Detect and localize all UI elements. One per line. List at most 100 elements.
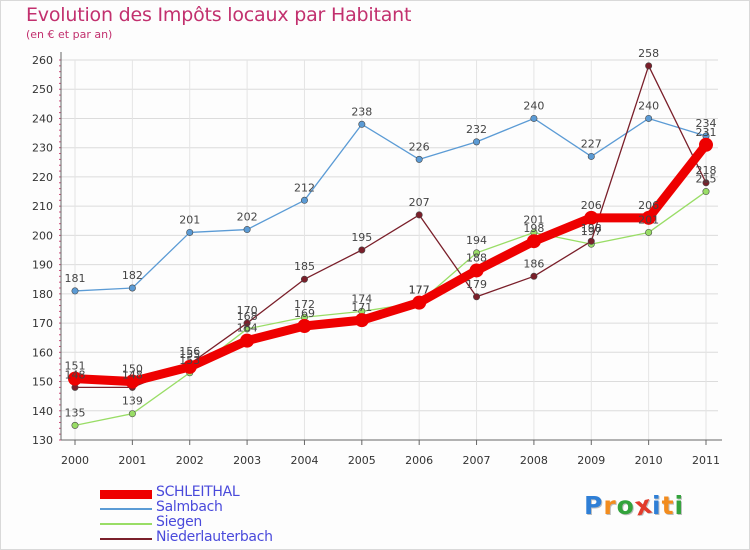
point-salmbach-2004 [300,196,308,204]
data-label-siegen-2011: 215 [696,173,717,186]
point-salmbach-2001 [128,284,136,292]
point-salmbach-2008 [530,114,538,122]
legend-swatch-siegen [100,523,152,525]
data-label-niederlauterbach-2007: 179 [466,278,487,291]
grid-layer [61,59,718,441]
point-niederlauterbach-2008 [530,272,538,280]
data-label-schleithal-2011: 231 [696,126,717,139]
point-schleithal-2009 [584,210,599,225]
point-niederlauterbach-2004 [300,275,308,283]
data-label-siegen-2010: 201 [638,213,659,226]
y-tick-label-250: 250 [32,83,53,96]
point-schleithal-2003 [240,333,255,348]
y-tick-label-170: 170 [32,317,53,330]
x-tick-label-2003: 2003 [233,454,261,467]
logo-letter: P [584,491,604,520]
data-label-schleithal-2000: 151 [65,360,86,373]
data-label-schleithal-2002: 155 [179,348,200,361]
y-tick-label-210: 210 [32,200,53,213]
x-tick-label-2004: 2004 [290,454,318,467]
chart-subtitle: (en € et par an) [26,28,113,41]
data-label-niederlauterbach-2001: 148 [122,368,143,381]
x-tick-label-2009: 2009 [577,454,605,467]
data-label-salmbach-2010: 240 [638,99,659,112]
data-label-schleithal-2007: 188 [466,251,487,264]
legend-label-siegen: Siegen [156,514,202,530]
point-niederlauterbach-2006 [415,211,423,219]
data-label-siegen-2002: 153 [179,354,200,367]
point-schleithal-2002 [182,359,197,374]
point-schleithal-2006 [412,295,427,310]
x-tick-label-2001: 2001 [118,454,146,467]
y-tick-label-230: 230 [32,142,53,155]
x-tick-label-2000: 2000 [61,454,89,467]
data-label-niederlauterbach-2010: 258 [638,47,659,60]
point-salmbach-2002 [186,228,194,236]
data-label-schleithal-2005: 171 [351,301,372,314]
data-label-siegen-2006: 177 [409,284,430,297]
legend-swatch-niederlauterbach [100,538,152,540]
point-siegen-2001 [128,410,136,418]
data-label-salmbach-2003: 202 [237,211,258,224]
point-salmbach-2009 [587,152,595,160]
y-tick-label-160: 160 [32,346,53,359]
data-label-layer: 151 150 155 164 169 171 177 188 198 206 206 231 181 1… [65,47,717,420]
legend-swatch-salmbach [100,508,152,510]
point-niederlauterbach-2005 [358,246,366,254]
x-tick-label-2005: 2005 [348,454,376,467]
proxiti-logo: Proxiti [584,490,685,522]
data-label-siegen-2005: 174 [351,292,372,305]
data-label-salmbach-2008: 240 [523,99,544,112]
point-niederlauterbach-2007 [473,293,481,301]
data-label-schleithal-2008: 198 [523,222,544,235]
point-schleithal-2008 [526,234,541,249]
data-label-niederlauterbach-2006: 207 [409,196,430,209]
data-label-siegen-2008: 201 [523,213,544,226]
point-siegen-2000 [71,421,79,429]
y-tick-label-190: 190 [32,259,53,272]
point-schleithal-2004 [297,319,312,333]
y-tick-label-180: 180 [32,288,53,301]
data-label-salmbach-2004: 212 [294,181,315,194]
data-label-siegen-2001: 139 [122,395,143,408]
point-schleithal-2010 [641,210,656,225]
logo-letter: i [652,491,662,520]
point-salmbach-2007 [473,138,481,146]
series-line-schleithal [70,140,711,387]
data-label-niederlauterbach-2000: 148 [65,368,86,381]
y-tick-label-130: 130 [32,434,53,447]
data-label-siegen-2003: 168 [237,310,258,323]
data-label-schleithal-2006: 177 [409,284,430,297]
data-label-salmbach-2000: 181 [65,272,86,285]
logo-letter: i [674,491,685,520]
point-salmbach-2005 [358,120,366,128]
y-tick-label-150: 150 [32,376,53,389]
data-label-salmbach-2002: 201 [179,213,200,226]
point-siegen-2010 [645,228,653,236]
point-salmbach-2010 [645,114,653,122]
point-salmbach-2003 [243,226,251,234]
data-label-niederlauterbach-2005: 195 [351,231,372,244]
data-label-niederlauterbach-2011: 218 [696,164,717,177]
y-tick-label-260: 260 [32,54,53,67]
legend-label-schleithal: SCHLEITHAL [156,484,240,500]
x-tick-label-2010: 2010 [635,454,663,467]
data-label-schleithal-2001: 150 [122,363,143,376]
point-niederlauterbach-2009 [587,237,595,245]
y-tick-label-240: 240 [32,112,53,125]
data-label-niederlauterbach-2003: 170 [237,304,258,317]
data-label-schleithal-2003: 164 [237,322,258,335]
data-label-salmbach-2005: 238 [351,105,372,118]
legend-label-niederlauterbach: Niederlauterbach [156,529,273,545]
data-label-siegen-2009: 197 [581,225,602,238]
data-label-salmbach-2001: 182 [122,269,143,282]
point-siegen-2007 [473,249,481,257]
point-niederlauterbach-2010 [645,62,653,70]
logo-letter: o [616,491,635,520]
y-tick-label-140: 140 [32,405,53,418]
data-label-salmbach-2007: 232 [466,123,487,136]
point-niederlauterbach-2011 [702,179,710,187]
logo-letter: t [661,491,675,520]
y-tick-label-220: 220 [32,171,53,184]
